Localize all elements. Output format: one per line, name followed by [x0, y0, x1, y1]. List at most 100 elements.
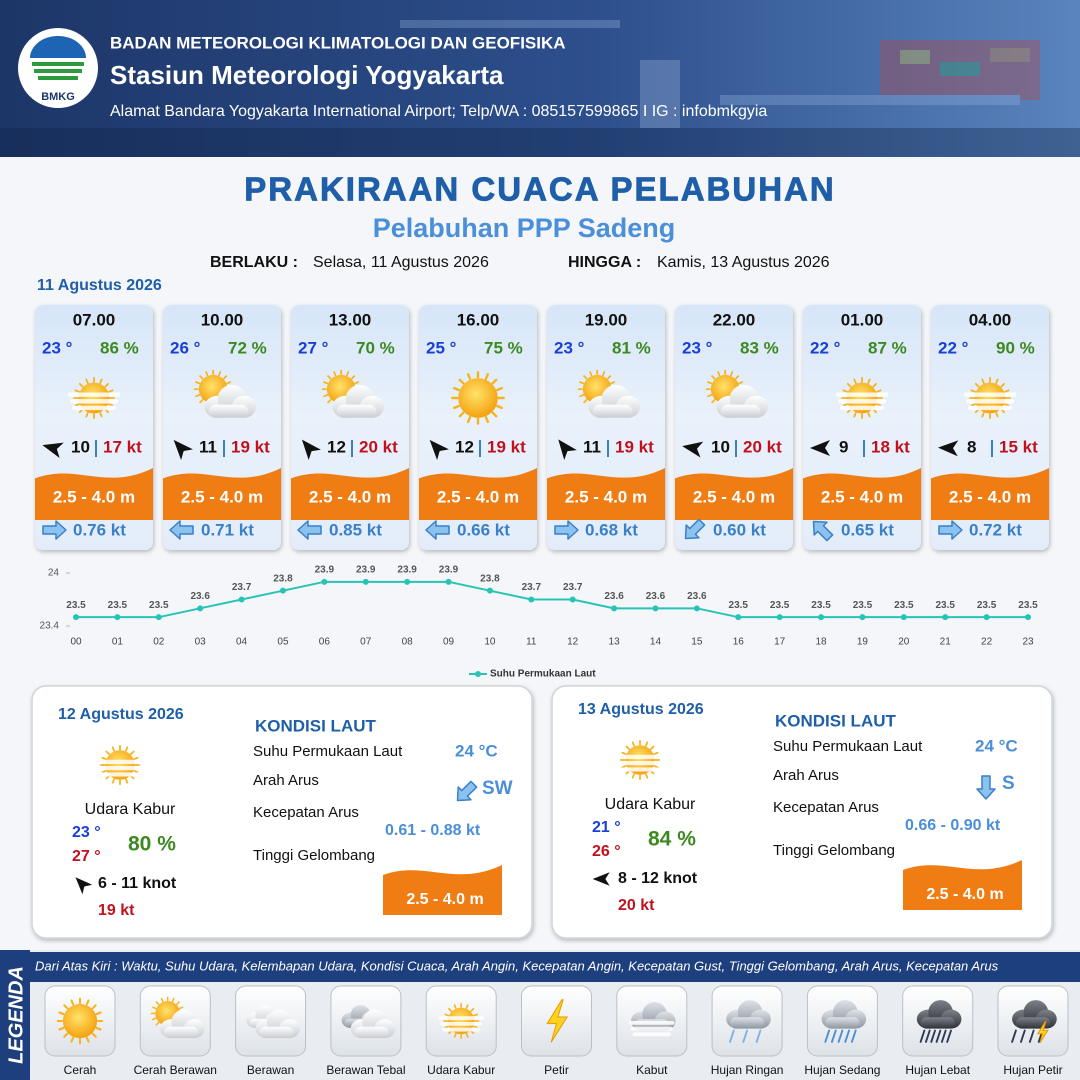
sst-point [445, 578, 452, 585]
current-speed: 0.66 - 0.90 kt [905, 817, 1001, 834]
humidity: 87 % [868, 338, 907, 357]
sst-point [114, 614, 121, 621]
station-name: Stasiun Meteorologi Yogyakarta [110, 60, 504, 90]
sun-ray [734, 375, 740, 380]
x-tick-label: 22 [981, 637, 993, 648]
gust: 15 kt [999, 437, 1038, 456]
sun-ray [465, 1033, 469, 1038]
sea-label: Kecepatan Arus [773, 799, 879, 816]
wave-height: 2.5 - 4.0 m [693, 487, 775, 506]
legend-item: Hujan Sedang [804, 985, 880, 1077]
sst-value-label: 23.5 [811, 600, 831, 611]
sun-ray [176, 1001, 180, 1005]
sst-value-label: 23.6 [604, 591, 624, 602]
legend-item: Hujan Ringan [711, 985, 783, 1077]
sun-ray [178, 1006, 184, 1010]
sst-point [569, 596, 576, 603]
sun-ray [58, 1026, 65, 1031]
humidity: 84 % [648, 828, 696, 851]
rain-drop [844, 1029, 850, 1043]
rain-drop [930, 1029, 936, 1043]
haze-bar [835, 392, 889, 397]
date: 12 Agustus 2026 [58, 706, 184, 723]
time: 04.00 [969, 310, 1012, 329]
wind-arrow [429, 439, 449, 461]
rain-drop [837, 1029, 844, 1043]
current-speed: 0.71 kt [201, 520, 254, 539]
sst-value-label: 23.5 [935, 600, 955, 611]
legend-item-label: Hujan Lebat [905, 1063, 970, 1077]
sun-ray [645, 773, 649, 779]
sun-ray [496, 404, 503, 410]
legend-item: Hujan Lebat [902, 985, 974, 1077]
haze-bar [614, 754, 666, 759]
wind-arrow [558, 439, 577, 461]
wind-arrow [592, 872, 610, 886]
sun-ray [70, 999, 75, 1006]
sun-ray [85, 1036, 90, 1043]
temperature: 23 ° [42, 338, 73, 357]
sst-value-label: 23.6 [646, 591, 666, 602]
cloud-part [920, 1017, 955, 1029]
sun-ray [717, 371, 721, 377]
sun-ray [981, 412, 985, 418]
haze-bar [632, 1032, 671, 1037]
sun-ray [333, 371, 337, 377]
humidity: 90 % [996, 338, 1035, 357]
current-speed: 0.68 kt [585, 520, 638, 539]
gust: 19 kt [98, 902, 135, 919]
sun-ray [1004, 389, 1010, 393]
sst-point [818, 614, 825, 621]
sun-ray [130, 750, 135, 755]
lightning [1036, 1021, 1049, 1044]
gust: 19 kt [487, 437, 526, 456]
current-speed: 0.85 kt [329, 520, 382, 539]
rain-drop [940, 1029, 947, 1043]
sun-ray [95, 1011, 102, 1016]
sun-ray [101, 770, 107, 774]
legend-item-label: Berawan Tebal [326, 1063, 405, 1077]
sst-value-label: 23.5 [149, 600, 169, 611]
sun-ray [101, 756, 107, 760]
legend-item-label: Udara Kabur [427, 1063, 495, 1077]
humidity: 86 % [100, 338, 139, 357]
sun-rays [443, 1002, 480, 1040]
rain-drop [924, 1029, 931, 1043]
sun-ray [199, 398, 204, 404]
x-tick-label: 13 [609, 637, 621, 648]
legend-side [0, 950, 30, 1080]
sun-ray [444, 1013, 450, 1017]
rain-drop [1020, 1029, 1026, 1043]
current-arrow [684, 518, 706, 540]
haze-bar [99, 772, 141, 777]
sun-ray [606, 375, 612, 380]
sun-ray [195, 394, 201, 398]
temp-max: 26 ° [592, 843, 621, 860]
current-arrow [456, 780, 478, 802]
haze-bar [629, 1021, 675, 1025]
haze-bar [442, 1027, 481, 1032]
legend-item-label: Cerah [64, 1063, 97, 1077]
sst-value-label: 23.5 [853, 600, 873, 611]
agency-name: BADAN METEOROLOGI KLIMATOLOGI DAN GEOFIS… [110, 33, 566, 52]
sun-ray [610, 381, 616, 385]
wave [419, 468, 537, 520]
time: 16.00 [457, 310, 500, 329]
sun-ray [974, 382, 980, 388]
sun-ray [448, 1007, 453, 1012]
legend-item: Cerah [44, 985, 116, 1077]
sun-ray [465, 1004, 469, 1009]
sun-ray [583, 398, 588, 404]
sun-ray [222, 375, 228, 380]
sun-ray [63, 1032, 69, 1038]
cloud-part [208, 404, 249, 418]
rain-drop [824, 1029, 831, 1043]
sun-ray [653, 751, 659, 755]
sun-ray [589, 371, 593, 377]
wave [35, 468, 153, 520]
rain-drop [1011, 1029, 1017, 1043]
